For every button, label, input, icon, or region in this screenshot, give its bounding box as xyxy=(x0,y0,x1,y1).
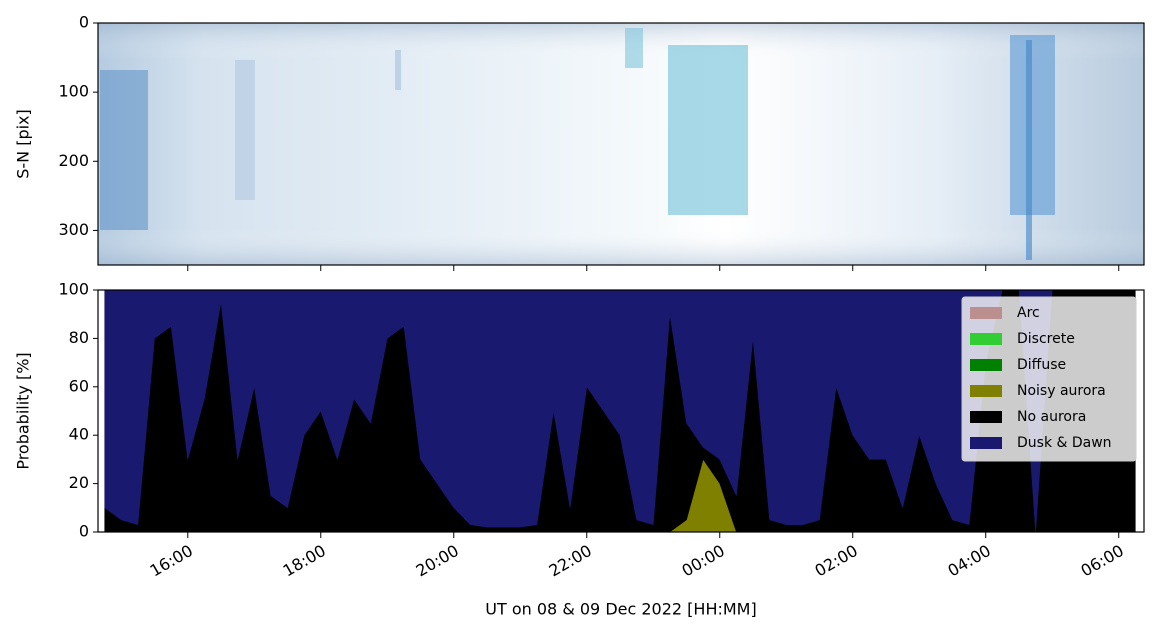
legend-box xyxy=(961,296,1137,462)
y-tick-label: 100 xyxy=(58,280,89,299)
y-axis-label: Probability [%] xyxy=(14,352,33,469)
legend-swatch xyxy=(970,385,1002,397)
legend-swatch xyxy=(970,359,1002,371)
y-tick-label: 100 xyxy=(58,82,89,101)
y-tick-label: 300 xyxy=(58,220,89,239)
legend-swatch xyxy=(970,411,1002,423)
x-tick-label: 20:00 xyxy=(413,541,462,581)
legend-label: Discrete xyxy=(1017,331,1075,347)
legend-label: Noisy aurora xyxy=(1017,383,1106,399)
axes-frame xyxy=(97,289,1145,533)
legend-swatch xyxy=(970,307,1002,319)
y-tick-label: 40 xyxy=(69,425,89,444)
y-tick-label: 0 xyxy=(79,522,89,541)
x-tick-label: 06:00 xyxy=(1078,541,1127,581)
y-tick-label: 80 xyxy=(69,328,89,347)
axes-frame xyxy=(97,22,1145,266)
x-tick-label: 04:00 xyxy=(945,541,994,581)
x-axis-label: UT on 08 & 09 Dec 2022 [HH:MM] xyxy=(485,600,756,619)
x-tick-label: 22:00 xyxy=(546,541,595,581)
legend-label: Diffuse xyxy=(1017,357,1066,373)
y-tick-label: 200 xyxy=(58,151,89,170)
keogram-image xyxy=(98,23,1144,265)
y-tick-label: 0 xyxy=(79,13,89,32)
legend-label: Arc xyxy=(1017,305,1040,321)
legend-label: Dusk & Dawn xyxy=(1017,435,1112,451)
x-tick-label: 18:00 xyxy=(280,541,329,581)
x-tick-label: 02:00 xyxy=(812,541,861,581)
legend-label: No aurora xyxy=(1017,409,1086,425)
y-tick-label: 60 xyxy=(69,376,89,395)
y-tick-label: 20 xyxy=(69,473,89,492)
legend-swatch xyxy=(970,333,1002,345)
y-axis-label: S-N [pix] xyxy=(14,109,33,179)
x-tick-label: 00:00 xyxy=(679,541,728,581)
x-tick-label: 16:00 xyxy=(147,541,196,581)
legend-swatch xyxy=(970,437,1002,449)
